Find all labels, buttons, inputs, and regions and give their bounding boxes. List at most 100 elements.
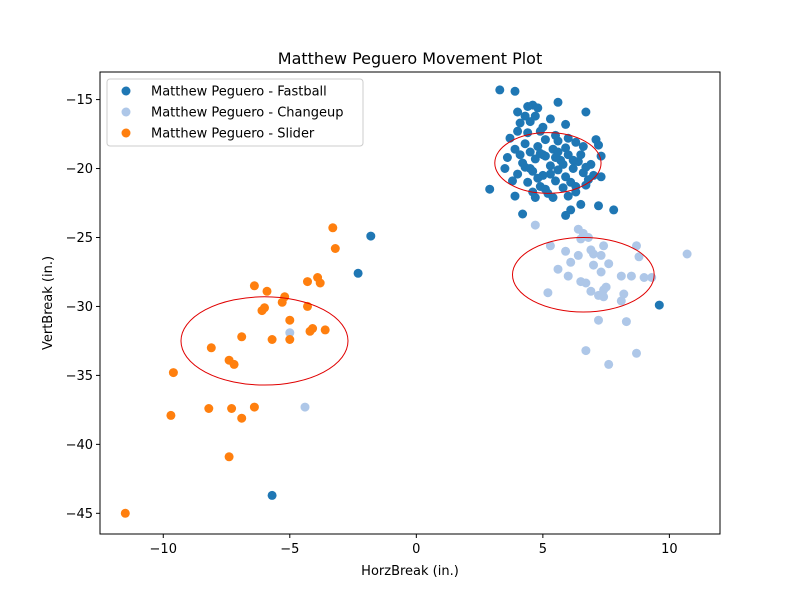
data-point bbox=[576, 199, 586, 209]
data-point bbox=[168, 368, 178, 378]
data-point bbox=[237, 413, 247, 423]
legend-entry: Matthew Peguero - Slider bbox=[151, 127, 315, 142]
data-point bbox=[581, 278, 591, 288]
data-point bbox=[647, 273, 657, 282]
y-tick-label: −40 bbox=[66, 438, 93, 453]
data-point bbox=[285, 335, 295, 344]
data-point bbox=[525, 117, 535, 127]
data-point bbox=[510, 86, 520, 96]
x-tick-label: −10 bbox=[150, 542, 177, 557]
data-point bbox=[535, 126, 545, 136]
data-point bbox=[300, 402, 310, 412]
legend: Matthew Peguero - Fastball Matthew Peguer… bbox=[106, 78, 364, 147]
data-point bbox=[561, 210, 571, 220]
data-point bbox=[589, 260, 598, 270]
y-tick-label: −20 bbox=[66, 162, 93, 177]
data-point bbox=[576, 234, 586, 244]
data-point bbox=[561, 143, 571, 153]
data-point bbox=[566, 257, 576, 267]
x-tick-label: 10 bbox=[661, 542, 678, 557]
data-point bbox=[513, 169, 523, 179]
data-point bbox=[545, 161, 555, 171]
data-point bbox=[510, 191, 520, 201]
data-point bbox=[619, 289, 629, 299]
data-point bbox=[229, 359, 239, 369]
data-point bbox=[315, 278, 325, 288]
x-axis-ticks: −10 −5 0 5 10 bbox=[150, 534, 678, 557]
series-1 bbox=[285, 220, 692, 412]
data-point bbox=[573, 250, 583, 260]
data-point bbox=[581, 107, 591, 117]
y-tick-label: −15 bbox=[66, 93, 93, 108]
data-point bbox=[599, 241, 609, 251]
series-2 bbox=[120, 223, 340, 518]
data-point bbox=[568, 155, 578, 165]
ellipse bbox=[494, 132, 602, 194]
data-point bbox=[553, 147, 563, 157]
y-tick-label: −45 bbox=[66, 507, 93, 522]
data-point bbox=[540, 184, 550, 194]
plot-area bbox=[120, 85, 692, 518]
legend-marker bbox=[121, 107, 131, 117]
data-point bbox=[634, 252, 644, 262]
legend-entry: Matthew Peguero - Changeup bbox=[151, 106, 343, 121]
data-point bbox=[594, 315, 603, 325]
data-point bbox=[632, 241, 641, 251]
data-point bbox=[320, 325, 330, 335]
data-point bbox=[616, 271, 626, 281]
data-point bbox=[609, 205, 619, 215]
data-point bbox=[328, 223, 338, 233]
data-point bbox=[515, 118, 525, 128]
data-point bbox=[523, 102, 533, 111]
legend-marker bbox=[121, 86, 131, 96]
data-point bbox=[353, 268, 363, 278]
ellipse bbox=[511, 236, 655, 313]
y-axis-ticks: −15 −20 −25 −30 −35 −40 −45 bbox=[66, 93, 100, 522]
data-point bbox=[206, 343, 216, 353]
data-point bbox=[533, 142, 543, 151]
x-tick-label: −5 bbox=[280, 542, 299, 557]
data-point bbox=[581, 346, 591, 356]
data-point bbox=[513, 126, 523, 136]
data-point bbox=[249, 402, 259, 412]
x-tick-label: 0 bbox=[412, 542, 420, 557]
data-point bbox=[508, 176, 517, 186]
data-point bbox=[267, 490, 277, 500]
data-point bbox=[285, 315, 295, 325]
data-point bbox=[563, 271, 573, 281]
x-tick-label: 5 bbox=[539, 542, 547, 557]
data-point bbox=[553, 97, 563, 107]
data-point bbox=[257, 306, 267, 316]
data-point bbox=[632, 348, 641, 358]
data-point bbox=[548, 193, 558, 202]
data-point bbox=[594, 140, 603, 150]
data-point bbox=[533, 173, 543, 183]
data-point bbox=[533, 103, 543, 113]
data-point bbox=[303, 277, 312, 287]
data-point bbox=[682, 249, 692, 259]
data-point bbox=[523, 177, 533, 187]
data-point bbox=[513, 107, 523, 117]
data-point bbox=[561, 119, 571, 129]
y-tick-label: −35 bbox=[66, 369, 93, 384]
data-point bbox=[596, 267, 606, 277]
y-axis-label: VertBreak (in.) bbox=[41, 256, 56, 350]
data-point bbox=[604, 359, 614, 369]
data-point bbox=[596, 250, 606, 260]
data-point bbox=[540, 135, 550, 145]
data-point bbox=[204, 404, 214, 413]
ellipses-layer bbox=[180, 132, 655, 386]
data-point bbox=[366, 231, 376, 241]
data-point bbox=[285, 328, 295, 338]
data-point bbox=[558, 183, 568, 193]
legend-box bbox=[106, 78, 364, 147]
data-point bbox=[551, 176, 560, 186]
data-point bbox=[558, 159, 568, 169]
data-point bbox=[520, 139, 530, 149]
data-point bbox=[626, 271, 636, 281]
data-point bbox=[237, 332, 247, 342]
data-point bbox=[561, 172, 571, 182]
data-point bbox=[267, 335, 277, 344]
data-point bbox=[621, 317, 631, 327]
